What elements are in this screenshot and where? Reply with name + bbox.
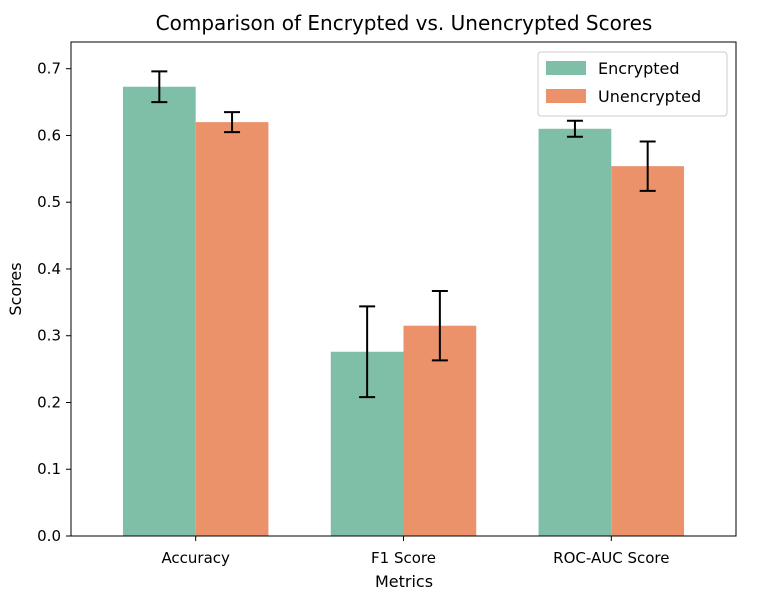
y-tick-label: 0.1 <box>37 460 61 478</box>
y-tick-label: 0.5 <box>37 193 61 211</box>
x-tick-label: Accuracy <box>161 549 230 567</box>
x-tick-label: ROC-AUC Score <box>553 549 669 567</box>
bar-unencrypted-roc-auc-score <box>611 166 685 536</box>
y-tick-label: 0.3 <box>37 327 61 345</box>
bar-encrypted-accuracy <box>122 86 196 537</box>
y-axis-label: Scores <box>6 262 25 315</box>
legend-label-encrypted: Encrypted <box>598 59 680 78</box>
y-tick-label: 0.0 <box>37 527 61 545</box>
x-axis-label: Metrics <box>375 572 433 591</box>
x-axis: Accuracy F1 Score ROC-AUC Score <box>161 536 669 567</box>
y-tick-label: 0.4 <box>37 260 61 278</box>
chart-title: Comparison of Encrypted vs. Unencrypted … <box>156 11 653 35</box>
legend-label-unencrypted: Unencrypted <box>598 87 701 106</box>
y-tick-label: 0.6 <box>37 126 61 144</box>
legend: Encrypted Unencrypted <box>537 51 728 117</box>
error-bar-encrypted-f1-score <box>359 305 376 399</box>
legend-swatch-encrypted <box>546 61 586 75</box>
x-tick-label: F1 Score <box>371 549 436 567</box>
bars-layer <box>122 86 685 537</box>
bar-unencrypted-accuracy <box>195 122 269 537</box>
y-tick-label: 0.2 <box>37 393 61 411</box>
error-bar-unencrypted-accuracy <box>224 111 241 134</box>
bar-encrypted-roc-auc-score <box>538 128 612 536</box>
error-bar-unencrypted-roc-auc-score <box>639 140 656 192</box>
plot-frame <box>70 41 737 537</box>
error-bar-unencrypted-f1-score <box>431 290 448 362</box>
error-bar-encrypted-accuracy <box>151 70 168 104</box>
legend-swatch-unencrypted <box>546 89 586 103</box>
error-bar-encrypted-roc-auc-score <box>566 119 583 138</box>
y-axis: 0.0 0.1 0.2 0.3 0.4 0.5 0.6 0.7 <box>37 60 71 545</box>
y-tick-label: 0.7 <box>37 60 61 78</box>
error-bars-layer <box>151 70 656 399</box>
